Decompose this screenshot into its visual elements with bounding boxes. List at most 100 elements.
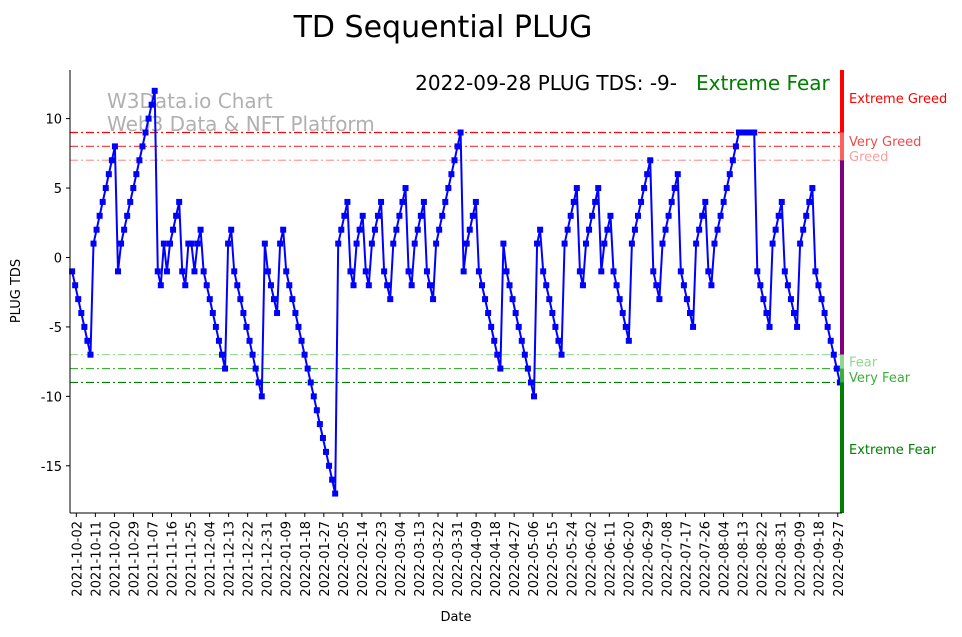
zone-bar-segment — [840, 132, 844, 161]
data-point — [469, 212, 476, 219]
data-point — [757, 282, 764, 289]
data-point — [206, 296, 213, 303]
data-point — [338, 226, 345, 233]
x-tick-label: 2022-01-27 — [318, 521, 333, 597]
data-point — [763, 310, 770, 317]
data-point — [494, 351, 501, 358]
data-point — [402, 185, 409, 192]
data-point — [166, 240, 173, 247]
data-point — [824, 323, 831, 330]
data-point — [371, 226, 378, 233]
data-point — [573, 185, 580, 192]
data-point — [558, 351, 565, 358]
x-tick-label: 2021-12-13 — [223, 521, 238, 597]
data-point — [173, 212, 180, 219]
data-point — [518, 337, 525, 344]
x-tick-label: 2022-07-26 — [699, 521, 714, 597]
data-point — [212, 323, 219, 330]
data-point — [313, 407, 320, 414]
data-point — [249, 351, 256, 358]
data-point — [350, 282, 357, 289]
data-point — [304, 365, 311, 372]
data-point — [200, 268, 207, 275]
data-point — [295, 323, 302, 330]
data-point — [760, 296, 767, 303]
x-tick-label: 2022-05-15 — [546, 521, 561, 597]
data-point — [209, 310, 216, 317]
data-point — [433, 240, 440, 247]
data-point — [787, 296, 794, 303]
x-tick-label: 2022-09-18 — [813, 521, 828, 597]
data-point — [270, 296, 277, 303]
data-point — [616, 296, 623, 303]
data-point — [472, 198, 479, 205]
data-point — [133, 171, 140, 178]
data-point — [527, 379, 534, 386]
data-point — [332, 490, 339, 497]
data-point — [362, 268, 369, 275]
data-point — [145, 115, 152, 122]
data-point — [322, 448, 329, 455]
data-point — [720, 198, 727, 205]
data-point — [399, 198, 406, 205]
data-point — [827, 337, 834, 344]
data-point — [699, 212, 706, 219]
y-axis-ticks: -15 -10 -5 0 5 10 — [41, 113, 70, 475]
data-point — [163, 268, 170, 275]
x-tick-label: 2021-11-07 — [146, 521, 161, 597]
data-point — [454, 143, 461, 150]
data-point — [570, 198, 577, 205]
data-point — [601, 240, 608, 247]
data-point — [439, 212, 446, 219]
data-point — [102, 185, 109, 192]
data-point — [540, 268, 547, 275]
data-point — [555, 337, 562, 344]
data-point — [497, 365, 504, 372]
data-point — [423, 268, 430, 275]
data-point — [821, 310, 828, 317]
data-point — [567, 212, 574, 219]
data-point — [708, 282, 715, 289]
data-point — [613, 282, 620, 289]
data-point — [537, 226, 544, 233]
data-point — [531, 393, 538, 400]
data-point — [194, 240, 201, 247]
data-point — [732, 143, 739, 150]
data-point — [742, 129, 749, 136]
data-point — [598, 268, 605, 275]
data-point — [142, 129, 149, 136]
data-point — [378, 198, 385, 205]
data-point — [448, 171, 455, 178]
data-point — [127, 198, 134, 205]
data-point — [794, 323, 801, 330]
data-point — [552, 323, 559, 330]
data-point — [81, 323, 88, 330]
data-point — [231, 268, 238, 275]
data-point — [628, 240, 635, 247]
x-tick-label: 2022-04-18 — [489, 521, 504, 597]
data-point — [784, 282, 791, 289]
data-point — [182, 282, 189, 289]
x-tick-label: 2021-11-25 — [185, 521, 200, 597]
data-point — [656, 296, 663, 303]
data-point — [390, 240, 397, 247]
data-point — [252, 365, 259, 372]
zone-bar — [840, 70, 844, 513]
zone-label: Extreme Fear — [849, 443, 937, 458]
data-point — [488, 323, 495, 330]
data-point — [292, 310, 299, 317]
data-point — [683, 296, 690, 303]
data-point — [509, 296, 516, 303]
data-point — [687, 310, 694, 317]
data-point — [255, 379, 262, 386]
data-point — [191, 268, 198, 275]
x-tick-label: 2022-09-09 — [794, 521, 809, 597]
x-tick-label: 2022-06-20 — [622, 521, 637, 597]
data-point — [549, 310, 556, 317]
x-tick-label: 2021-12-22 — [242, 521, 257, 597]
data-point — [836, 379, 843, 386]
x-tick-label: 2022-08-04 — [718, 521, 733, 597]
x-tick-label: 2022-07-08 — [660, 521, 675, 597]
x-tick-label: 2022-05-06 — [527, 521, 542, 597]
data-point — [93, 226, 100, 233]
